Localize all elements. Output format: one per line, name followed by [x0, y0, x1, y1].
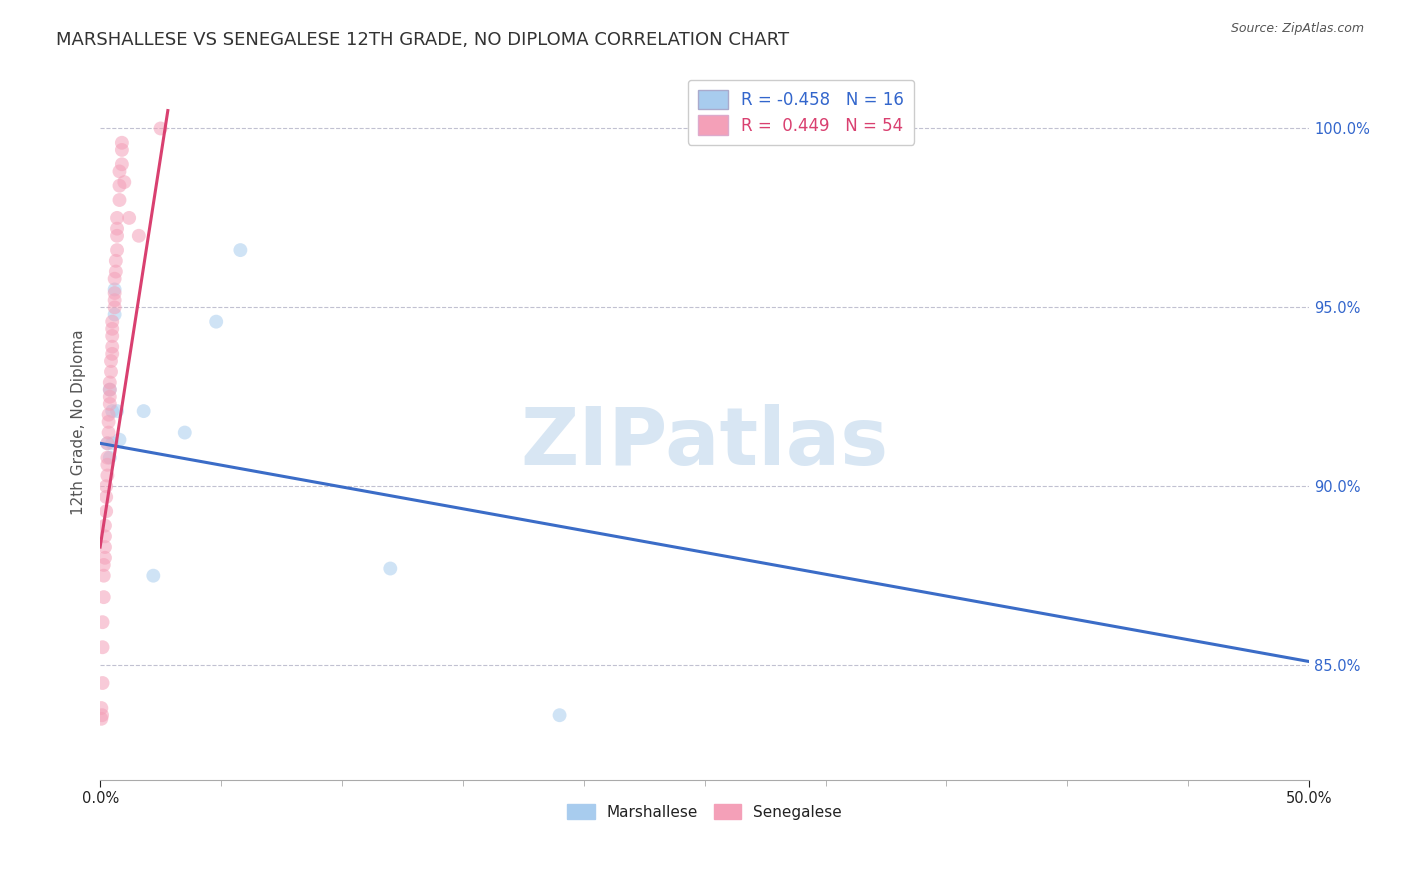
Point [96, 479, 118, 493]
Point [111, 143, 134, 157]
Point [96, 490, 118, 504]
Point [108, 193, 131, 207]
Text: Source: ZipAtlas.com: Source: ZipAtlas.com [1230, 22, 1364, 36]
Text: ZIPatlas: ZIPatlas [520, 404, 889, 483]
Point [132, 404, 155, 418]
Point [96, 458, 118, 472]
Point [118, 211, 141, 225]
Point [104, 286, 127, 301]
Point [142, 568, 165, 582]
Point [93, 558, 115, 572]
Point [91, 708, 114, 723]
Point [98, 450, 121, 465]
Point [96, 504, 118, 518]
Point [111, 136, 134, 150]
Y-axis label: 12th Grade, No Diploma: 12th Grade, No Diploma [72, 329, 86, 515]
Point [94, 529, 117, 543]
Legend: Marshallese, Senegalese: Marshallese, Senegalese [561, 797, 848, 826]
Point [97, 408, 120, 422]
Point [94, 540, 117, 554]
Point [105, 243, 128, 257]
Point [93, 590, 115, 604]
Point [108, 178, 131, 193]
Point [104, 253, 127, 268]
Point [101, 322, 124, 336]
Point [101, 340, 124, 354]
Point [112, 175, 135, 189]
Point [91, 615, 114, 630]
Point [100, 365, 122, 379]
Point [97, 425, 120, 440]
Point [91, 640, 114, 655]
Point [98, 383, 121, 397]
Point [548, 708, 571, 723]
Point [101, 436, 124, 450]
Point [96, 468, 118, 483]
Point [104, 271, 127, 285]
Point [96, 450, 118, 465]
Point [98, 383, 121, 397]
Point [104, 283, 127, 297]
Point [93, 568, 115, 582]
Point [104, 301, 127, 315]
Point [105, 221, 128, 235]
Point [111, 157, 134, 171]
Point [96, 436, 118, 450]
Point [90, 712, 112, 726]
Point [229, 243, 252, 257]
Point [101, 329, 124, 343]
Point [105, 404, 128, 418]
Point [98, 390, 121, 404]
Point [104, 293, 127, 308]
Point [101, 315, 124, 329]
Point [105, 211, 128, 225]
Point [98, 376, 121, 390]
Point [149, 121, 172, 136]
Point [101, 347, 124, 361]
Point [104, 308, 127, 322]
Point [105, 228, 128, 243]
Point [108, 433, 131, 447]
Point [108, 164, 131, 178]
Text: MARSHALLESE VS SENEGALESE 12TH GRADE, NO DIPLOMA CORRELATION CHART: MARSHALLESE VS SENEGALESE 12TH GRADE, NO… [56, 31, 789, 49]
Point [94, 518, 117, 533]
Point [96, 436, 118, 450]
Point [104, 264, 127, 278]
Point [90, 701, 112, 715]
Point [98, 397, 121, 411]
Point [101, 404, 124, 418]
Point [91, 676, 114, 690]
Point [380, 561, 402, 575]
Point [97, 415, 120, 429]
Point [94, 550, 117, 565]
Point [173, 425, 195, 440]
Point [100, 354, 122, 368]
Point [205, 315, 228, 329]
Point [128, 228, 150, 243]
